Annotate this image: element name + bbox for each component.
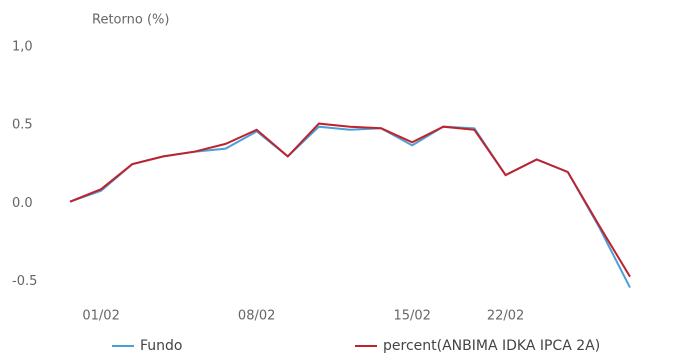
x-tick-label: 22/02	[487, 309, 524, 324]
legend-label: percent(ANBIMA IDKA IPCA 2A)	[383, 338, 600, 354]
x-tick-label: 01/02	[82, 309, 119, 324]
y-tick-label: 0.0	[12, 196, 33, 211]
y-tick-label: 1,0	[12, 40, 33, 55]
series-line	[69, 122, 631, 278]
legend-label: Fundo	[140, 338, 183, 354]
y-tick-label: -0.5	[12, 274, 37, 289]
y-axis-label: Retorno (%)	[92, 13, 169, 28]
x-tick-label: 15/02	[393, 309, 430, 324]
series-line	[69, 125, 631, 289]
x-tick-label: 08/02	[238, 309, 275, 324]
y-tick-label: 0.5	[12, 118, 33, 133]
